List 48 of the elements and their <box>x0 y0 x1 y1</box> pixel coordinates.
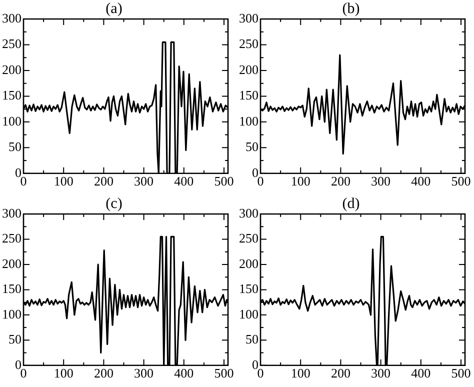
chart-title: (b) <box>342 0 360 17</box>
x-tick-label: 300 <box>371 366 391 381</box>
y-tick-label: 150 <box>239 88 258 103</box>
y-tick-label: 200 <box>239 256 258 271</box>
y-tick-label: 100 <box>2 306 22 322</box>
x-tick-label: 100 <box>54 366 74 381</box>
y-tick-label: 50 <box>246 139 258 154</box>
x-tick-label: 400 <box>411 174 431 189</box>
x-tick-label: 100 <box>54 174 74 189</box>
x-tick-label: 200 <box>94 174 114 189</box>
x-tick-label: 200 <box>330 174 350 189</box>
y-tick-label: 200 <box>2 62 22 77</box>
y-tick-label: 200 <box>239 62 258 77</box>
x-tick-label: 300 <box>371 174 391 189</box>
y-tick-label: 300 <box>2 205 22 220</box>
x-tick-label: 400 <box>411 366 431 381</box>
y-tick-label: 250 <box>239 36 258 52</box>
x-tick-label: 100 <box>290 366 310 381</box>
y-tick-label: 300 <box>2 10 22 26</box>
y-tick-label: 300 <box>239 10 258 26</box>
y-tick-label: 100 <box>2 113 22 128</box>
y-tick-label: 150 <box>2 88 22 103</box>
y-tick-label: 250 <box>2 36 22 52</box>
chart-title: (c) <box>106 196 122 212</box>
y-tick-label: 150 <box>239 281 258 296</box>
chart-title: (a) <box>106 0 122 17</box>
y-tick-label: 50 <box>246 332 258 347</box>
x-tick-label: 500 <box>214 366 234 381</box>
chart-title: (d) <box>342 196 360 212</box>
y-tick-label: 100 <box>239 306 258 322</box>
x-tick-label: 500 <box>214 174 234 189</box>
x-tick-label: 500 <box>451 174 471 189</box>
x-tick-label: 400 <box>174 174 194 189</box>
x-tick-label: 300 <box>134 366 154 381</box>
y-tick-label: 100 <box>239 113 258 128</box>
y-tick-label: 150 <box>2 281 22 296</box>
x-tick-label: 200 <box>330 366 350 381</box>
x-tick-label: 400 <box>174 366 194 381</box>
x-tick-label: 500 <box>451 366 471 381</box>
y-tick-label: 200 <box>2 256 22 271</box>
y-tick-label: 50 <box>8 332 22 347</box>
y-tick-label: 50 <box>8 139 22 154</box>
y-tick-label: 300 <box>239 205 258 220</box>
x-tick-label: 200 <box>94 366 114 381</box>
y-tick-label: 250 <box>239 230 258 246</box>
y-tick-label: 250 <box>2 230 22 246</box>
x-tick-label: 300 <box>134 174 154 189</box>
x-tick-label: 100 <box>290 174 310 189</box>
